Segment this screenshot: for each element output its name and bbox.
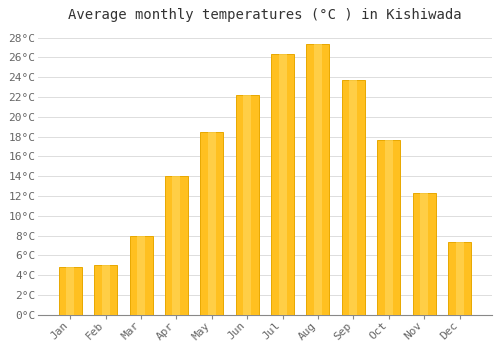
Bar	[350, 80, 358, 315]
Bar	[278, 54, 286, 315]
Bar	[342, 80, 365, 315]
Title: Average monthly temperatures (°C ) in Kishiwada: Average monthly temperatures (°C ) in Ki…	[68, 8, 462, 22]
Bar	[314, 43, 322, 315]
Bar	[66, 267, 74, 315]
Bar	[130, 236, 152, 315]
Bar	[200, 132, 224, 315]
Bar	[243, 95, 251, 315]
Bar	[172, 176, 180, 315]
Bar	[420, 193, 428, 315]
Bar	[384, 140, 393, 315]
Bar	[456, 243, 464, 315]
Bar	[271, 54, 294, 315]
Bar	[306, 43, 330, 315]
Bar	[165, 176, 188, 315]
Bar	[208, 132, 216, 315]
Bar	[378, 140, 400, 315]
Bar	[412, 193, 436, 315]
Bar	[102, 265, 110, 315]
Bar	[94, 265, 117, 315]
Bar	[58, 267, 82, 315]
Bar	[137, 236, 145, 315]
Bar	[448, 243, 471, 315]
Bar	[236, 95, 258, 315]
